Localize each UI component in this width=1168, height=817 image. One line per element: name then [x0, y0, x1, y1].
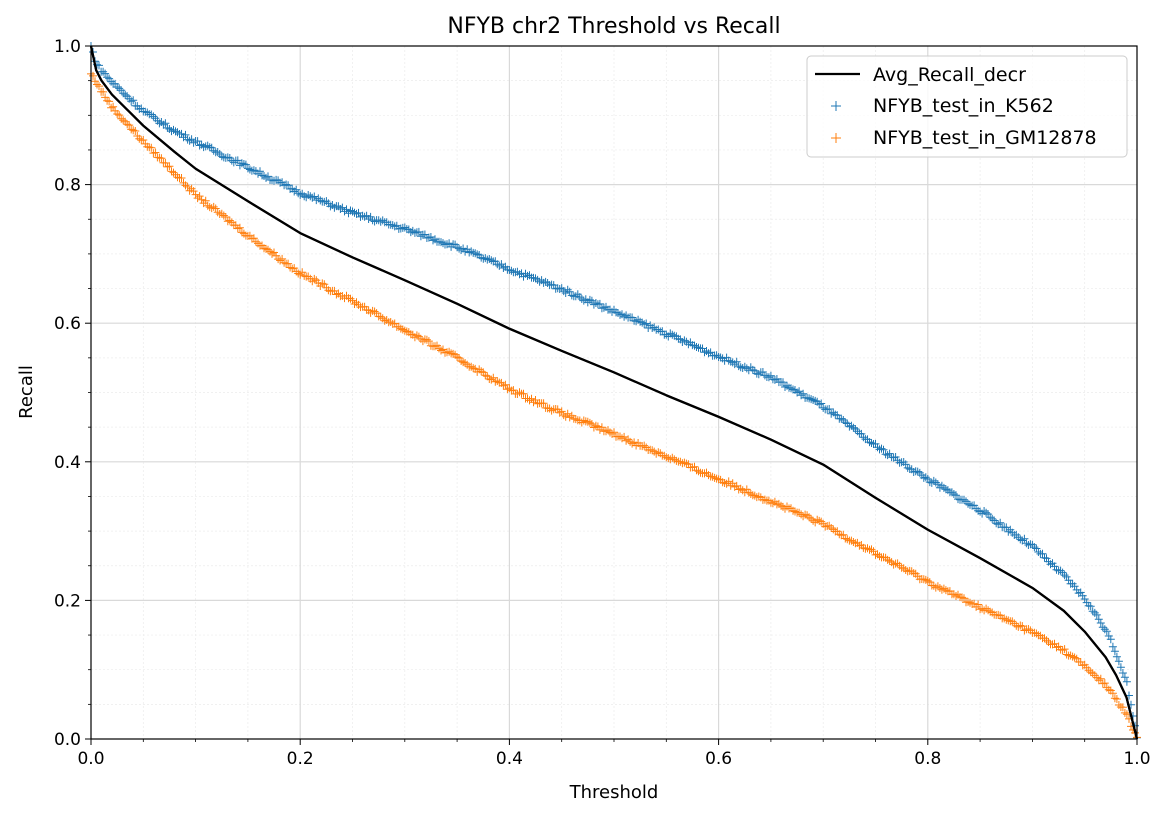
y-tick-label: 1.0 — [54, 37, 81, 57]
legend-label-gm12878: NFYB_test_in_GM12878 — [873, 127, 1097, 149]
x-axis-title: Threshold — [569, 782, 659, 803]
legend: Avg_Recall_decr NFYB_test_in_K562 NFYB_t… — [807, 56, 1127, 157]
x-tick-label: 0.0 — [77, 749, 104, 769]
chart-title: NFYB chr2 Threshold vs Recall — [447, 14, 780, 39]
y-tick-label: 0.2 — [54, 591, 81, 611]
x-tick-label: 0.4 — [496, 749, 523, 769]
y-tick-label: 0.6 — [54, 314, 81, 334]
y-tick-label: 0.4 — [54, 453, 81, 473]
legend-label-k562: NFYB_test_in_K562 — [873, 95, 1054, 117]
x-tick-label: 0.8 — [914, 749, 941, 769]
y-tick-label: 0.0 — [54, 730, 81, 750]
x-tick-label: 0.2 — [287, 749, 314, 769]
y-axis-title: Recall — [16, 365, 37, 419]
legend-label-avg-recall: Avg_Recall_decr — [873, 64, 1026, 86]
x-tick-label: 0.6 — [705, 749, 732, 769]
x-tick-label: 1.0 — [1123, 749, 1150, 769]
y-tick-label: 0.8 — [54, 176, 81, 196]
